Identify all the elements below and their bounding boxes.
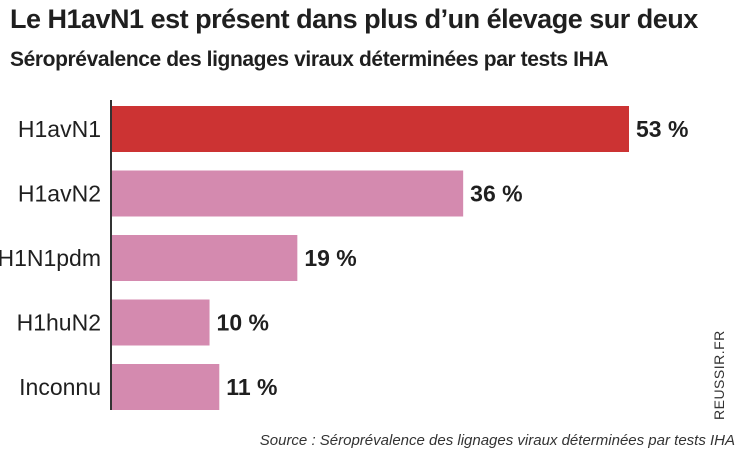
bar-h1n1pdm [112,235,298,281]
category-label: H1avN1 [18,116,101,142]
value-label: 11 % [226,374,277,400]
bar-h1avn2 [112,170,464,217]
credit-watermark: REUSSIR.FR [711,330,727,420]
chart-subtitle: Séroprévalence des lignages viraux déter… [10,48,609,71]
value-label: 19 % [304,245,356,271]
category-label: H1N1pdm [0,245,101,271]
category-label: Inconnu [19,374,101,400]
chart-title: Le H1avN1 est présent dans plus d’un éle… [10,4,698,34]
value-label: 53 % [636,116,688,142]
category-label: H1avN2 [18,181,101,207]
value-label: 10 % [217,310,269,336]
bar-h1hun2 [112,299,210,346]
value-label: 36 % [470,181,522,207]
category-label: H1huN2 [17,310,101,336]
bar-inconnu [112,364,220,410]
source-note: Source : Séroprévalence des lignages vir… [259,432,735,449]
bar-h1avn1 [112,106,629,152]
